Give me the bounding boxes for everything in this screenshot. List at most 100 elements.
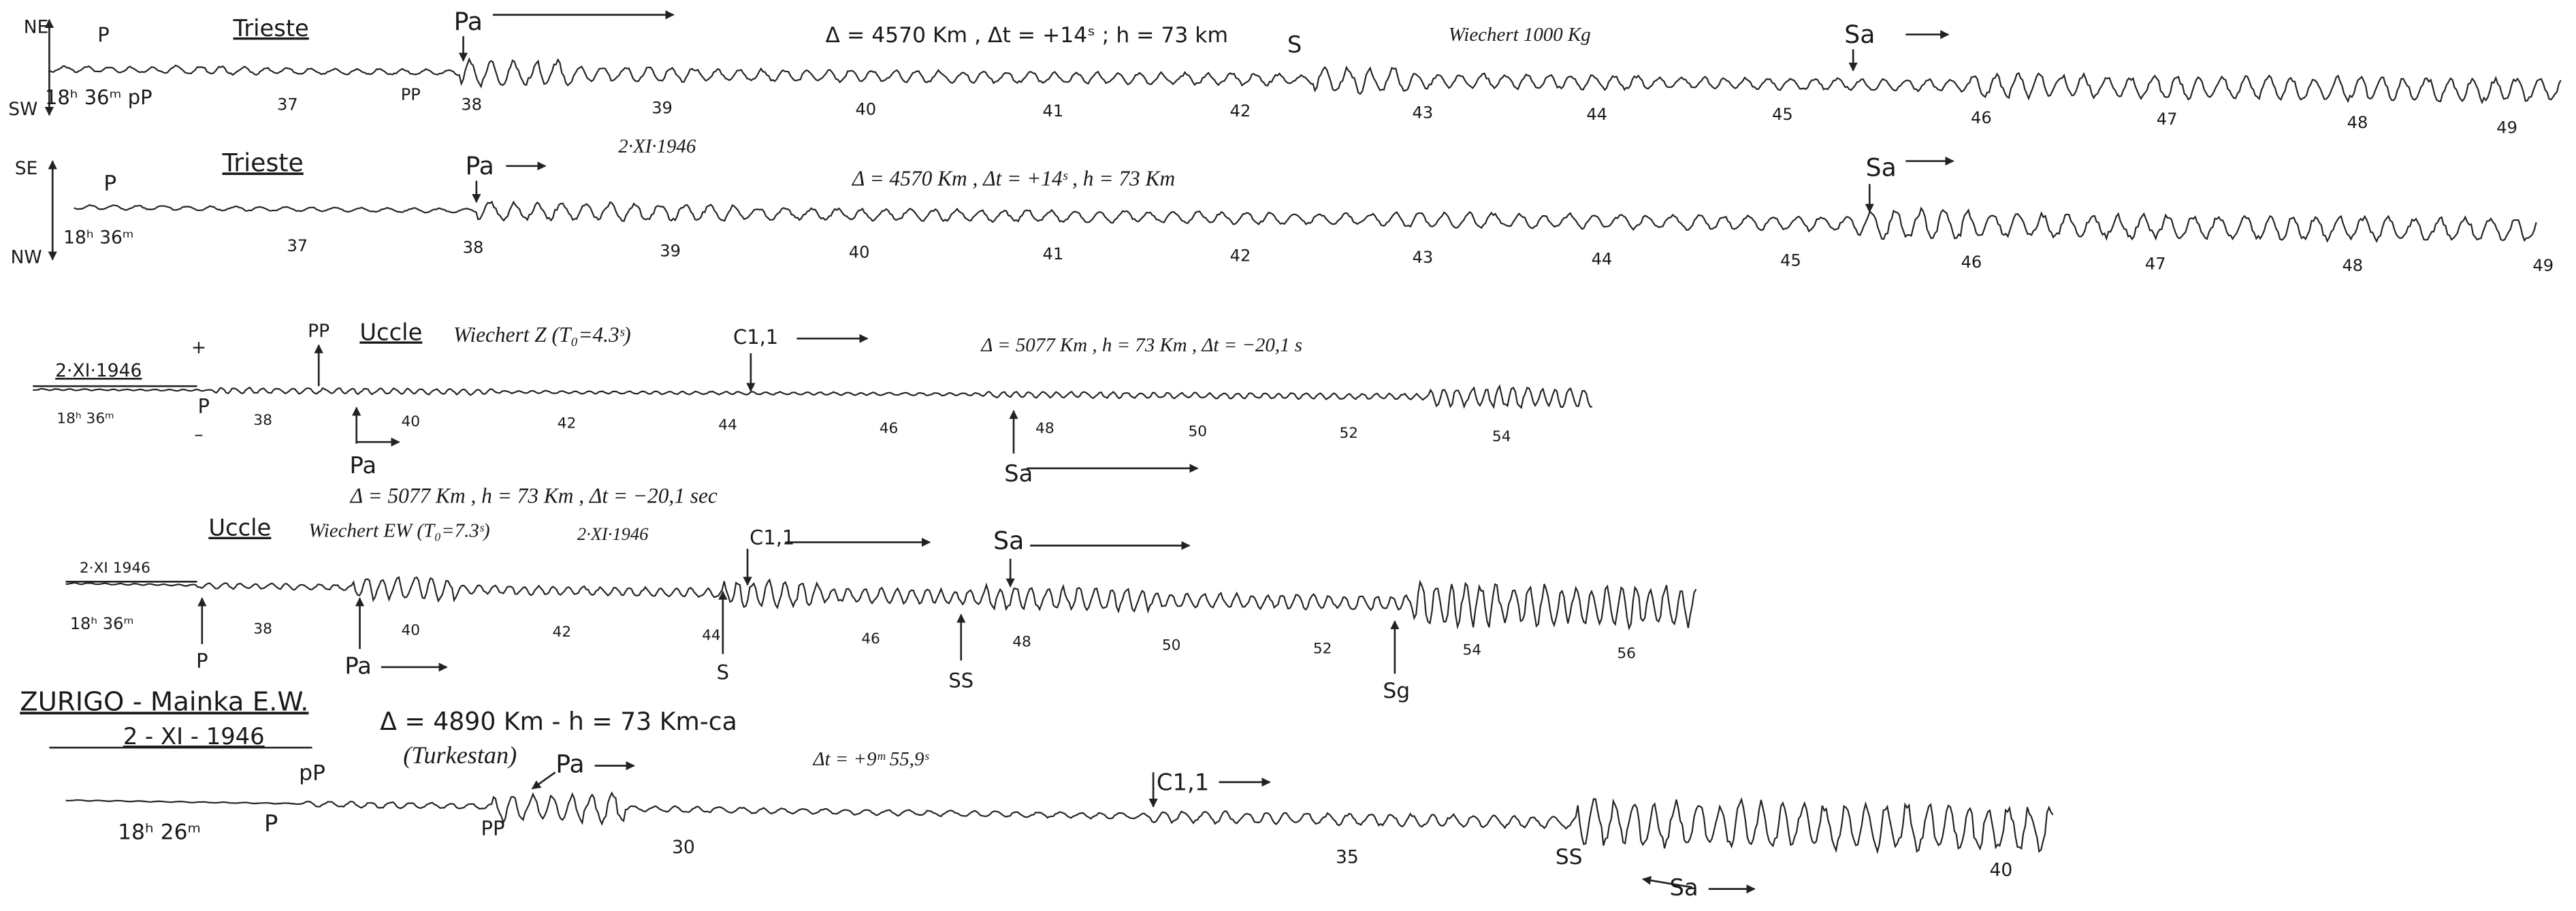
trace-label: 2 - XI - 1946 [123, 723, 265, 750]
trace-label: ZURIGO - Mainka E.W. [20, 686, 308, 717]
trace-label: 42 [1230, 246, 1251, 266]
trace-label: 50 [1162, 637, 1181, 654]
trace-label: Sa [1004, 460, 1033, 487]
trace-label: 49 [2496, 118, 2517, 137]
trace-label: Pa [454, 7, 483, 36]
trace-label: 54 [1462, 642, 1481, 659]
trace-label: Δ = 4570 Km , Δt = +14ˢ ; h = 73 km [826, 23, 1228, 48]
trace-label: 42 [558, 415, 577, 432]
trace-label: (Turkestan) [403, 741, 517, 769]
trace-label: 39 [651, 98, 673, 117]
trace-label: 18ʰ 36ᵐ [57, 410, 114, 427]
trace-label: + [191, 337, 206, 358]
trace-label: 38 [253, 620, 272, 637]
trace-label: 30 [672, 837, 695, 858]
trace-label: C1,1 [733, 325, 778, 349]
trace-label: 45 [1772, 105, 1793, 124]
trace-label: 46 [1971, 108, 1992, 127]
seismogram-trace [66, 577, 1696, 628]
trace-label: SE [15, 158, 38, 179]
trace-label: 43 [1413, 103, 1434, 123]
trace-label: 47 [2157, 110, 2178, 129]
trace-label: SW [8, 99, 37, 120]
trace-label: Wiechert Z (T₀=4.3ˢ) [453, 323, 631, 347]
trace-label: Δt = +9ᵐ 55,9ˢ [812, 748, 929, 770]
trace-label: 43 [1413, 248, 1434, 267]
trace-label: Uccle [208, 515, 271, 541]
trace-label: PP [308, 321, 329, 342]
trace-label: Sa [1844, 20, 1875, 49]
trace-label: 38 [463, 238, 484, 257]
trace-label: 52 [1313, 640, 1332, 657]
trace-label: S [717, 660, 729, 684]
trace-label: P [103, 171, 116, 195]
trace-label: NW [11, 246, 42, 268]
trace-label: SS [948, 669, 973, 692]
trace-label: 48 [1012, 634, 1031, 651]
trace-label: Δ = 5077 Km , h = 73 Km , Δt = −20,1 sec [349, 483, 718, 507]
trace-label: Sg [1383, 679, 1410, 703]
trace-label: Δ = 4890 Km - h = 73 Km-ca [380, 707, 737, 736]
trace-label: 2·XI·1946 [618, 135, 696, 157]
trace-label: 54 [1492, 428, 1511, 445]
trace-label: Trieste [221, 148, 303, 177]
trace-label: 48 [1035, 420, 1054, 437]
trace-label: 40 [1989, 860, 2012, 881]
trace-label: Δ = 4570 Km , Δt = +14ˢ , h = 73 Km [851, 167, 1175, 191]
seismogram-trace [49, 59, 2560, 102]
trace-label: S [1287, 31, 1302, 58]
trace-label: 56 [1617, 645, 1636, 662]
trace-label: pP [299, 761, 325, 786]
seismogram-trace [74, 202, 2537, 241]
trace-label: SS [1556, 845, 1583, 869]
trace-label: 41 [1043, 101, 1064, 121]
trace-label: 18ʰ 36ᵐ [70, 614, 134, 633]
trace-label: 44 [1586, 105, 1607, 124]
trace-label: 41 [1043, 244, 1064, 263]
trace-label: Pa [350, 452, 377, 479]
seismogram-trace [66, 793, 2053, 852]
trace-label: 49 [2532, 256, 2554, 275]
trace-label: Sa [993, 526, 1024, 555]
trace-label: Sa [1866, 153, 1897, 182]
trace-label: 40 [402, 413, 421, 430]
trace-label: 46 [861, 630, 880, 648]
trace-label: Pa [465, 151, 494, 180]
trace-label: Pa [344, 652, 372, 679]
trace-label: PP [481, 817, 505, 840]
trace-label: Uccle [359, 319, 422, 345]
trace-label: 18ʰ 36ᵐ [63, 227, 133, 248]
trace-label: P [97, 23, 109, 46]
trace-label: 40 [402, 622, 421, 639]
trace-label: P [198, 395, 210, 418]
trace-label: 39 [660, 241, 681, 260]
trace-label: 2·XI 1946 [80, 560, 150, 577]
trace-label: 37 [287, 236, 308, 255]
trace-label: 40 [855, 100, 876, 119]
trace-label: Wiechert 1000 Kg [1449, 24, 1591, 46]
trace-label: P [196, 650, 208, 673]
trace-label: 48 [2347, 113, 2368, 132]
trace-label: 18ʰ 36ᵐ pP [45, 86, 152, 109]
seismogram-figure: NESWPTriestePaΔ = 4570 Km , Δt = +14ˢ ; … [0, 0, 2576, 911]
trace-label: 37 [277, 95, 298, 114]
trace-label: P [264, 810, 278, 837]
trace-label: Trieste [233, 15, 309, 42]
trace-label: 2·XI·1946 [55, 360, 142, 381]
trace-label: 50 [1188, 423, 1207, 441]
trace-label: Δ = 5077 Km , h = 73 Km , Δt = −20,1 s [980, 334, 1302, 356]
trace-label: – [194, 424, 203, 445]
trace-label: 35 [1336, 846, 1359, 867]
trace-label: 44 [718, 417, 737, 434]
trace-label: 40 [849, 243, 870, 262]
trace-label: 48 [2342, 256, 2363, 275]
trace-label: 46 [1961, 253, 1982, 272]
trace-label: C1,1 [750, 526, 794, 549]
trace-label: 2·XI·1946 [577, 524, 649, 544]
trace-label: Wiechert EW (T₀=7.3ˢ) [308, 520, 489, 542]
trace-label: 47 [2145, 255, 2166, 274]
seismogram-trace [33, 386, 1592, 408]
trace-label: 42 [1230, 101, 1251, 121]
trace-label: 38 [253, 412, 272, 429]
trace-label: C1,1 [1157, 769, 1209, 796]
